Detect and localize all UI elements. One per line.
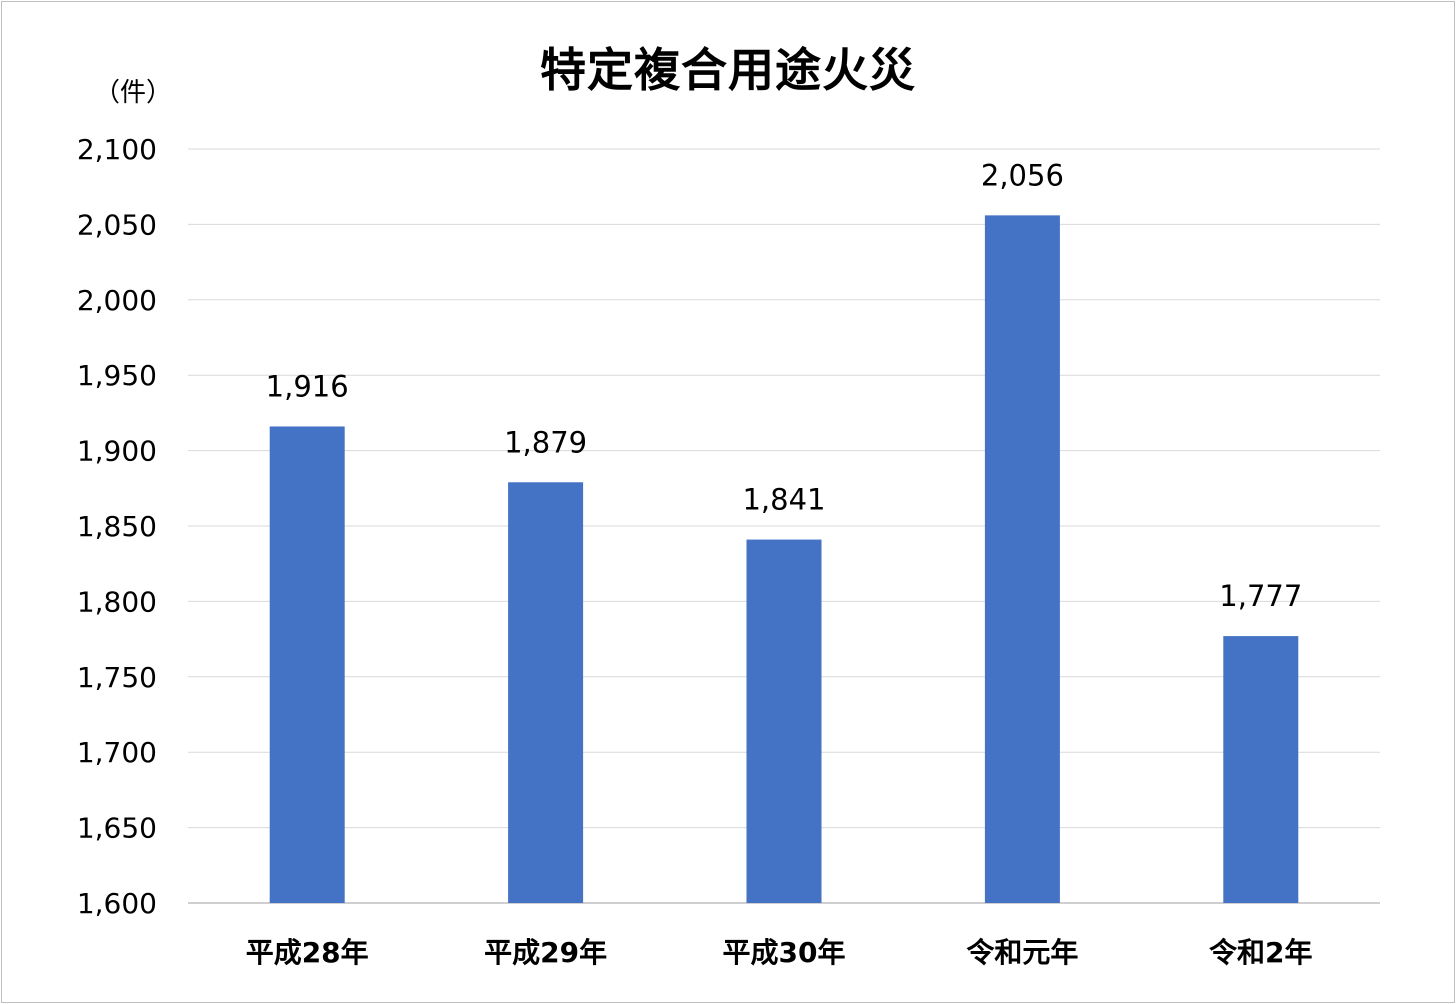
data-label: 1,841 [742,483,825,517]
y-tick-label: 2,100 [77,133,157,166]
y-tick-label: 2,000 [77,284,157,317]
y-tick-label: 1,650 [77,812,157,845]
bar [984,215,1060,904]
x-axis-category-labels: 平成28年 平成29年 平成30年 令和元年 令和2年 [246,936,1313,969]
y-tick-label: 1,800 [77,585,157,618]
y-axis-unit-label: （件） [94,78,173,108]
bar [746,539,822,903]
y-tick-label: 1,850 [77,510,157,543]
y-tick-label: 1,750 [77,661,157,694]
data-label: 1,879 [504,425,587,459]
x-category-label: 平成30年 [723,936,846,969]
x-category-label: 平成29年 [484,936,607,969]
y-tick-label: 1,950 [77,359,157,392]
y-tick-label: 1,600 [77,887,157,920]
bar [1223,636,1299,903]
bar [508,482,584,903]
y-tick-label: 2,050 [77,208,157,241]
chart-title: 特定複合用途火災 [540,43,916,97]
bars [269,215,1299,904]
y-axis-tick-labels: 1,600 1,650 1,700 1,750 1,800 1,850 1,900 1,950… [77,133,157,920]
data-labels: 1,916 1,879 1,841 2,056 1,777 [266,158,1303,613]
x-category-label: 令和2年 [1209,936,1312,969]
bar [269,426,345,903]
data-label: 2,056 [981,158,1064,192]
x-category-label: 平成28年 [246,936,369,969]
data-label: 1,916 [266,369,349,403]
y-tick-label: 1,700 [77,736,157,769]
data-label: 1,777 [1219,579,1302,613]
y-tick-label: 1,900 [77,435,157,468]
x-category-label: 令和元年 [966,936,1078,969]
